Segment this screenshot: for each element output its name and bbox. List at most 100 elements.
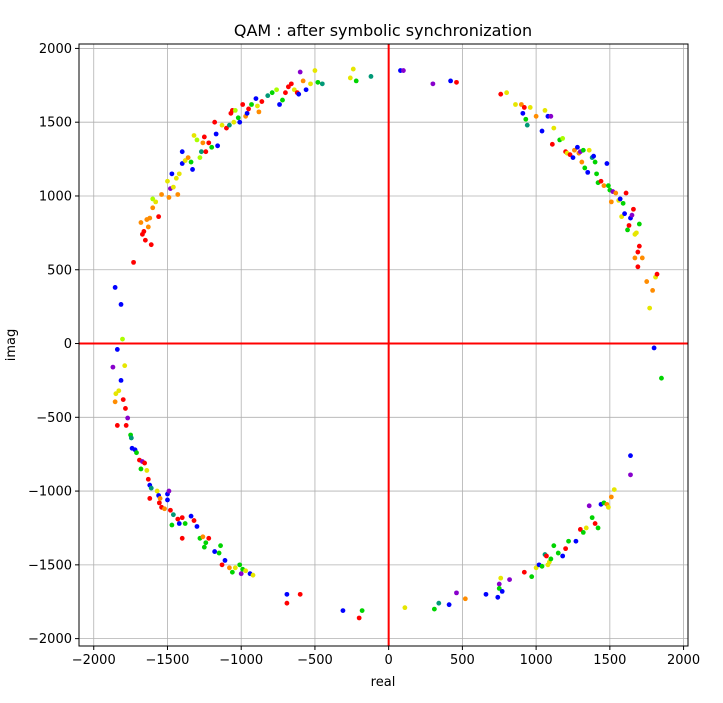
x-tick-label: 500 bbox=[450, 653, 475, 668]
data-point bbox=[507, 577, 512, 583]
data-point bbox=[598, 178, 604, 184]
data-point bbox=[589, 515, 595, 521]
data-point bbox=[586, 147, 592, 153]
data-point bbox=[628, 453, 633, 459]
data-point bbox=[483, 591, 489, 597]
data-point bbox=[156, 500, 162, 506]
data-point bbox=[142, 237, 148, 243]
data-point bbox=[179, 535, 185, 541]
data-point bbox=[608, 494, 614, 500]
data-point bbox=[166, 488, 172, 494]
data-point bbox=[580, 529, 586, 535]
data-point bbox=[238, 571, 244, 577]
data-point bbox=[659, 375, 664, 381]
data-point bbox=[579, 159, 585, 165]
data-points bbox=[110, 66, 664, 621]
data-point bbox=[227, 122, 232, 128]
data-point bbox=[291, 87, 297, 93]
data-point bbox=[595, 525, 601, 531]
data-point bbox=[297, 591, 303, 597]
data-point bbox=[219, 122, 225, 128]
data-point bbox=[188, 513, 194, 519]
y-tick-label: −1500 bbox=[28, 558, 72, 573]
data-point bbox=[549, 141, 555, 147]
data-point bbox=[237, 562, 243, 568]
data-point bbox=[274, 87, 279, 93]
data-point bbox=[218, 543, 223, 549]
data-point bbox=[628, 472, 633, 478]
data-point bbox=[206, 140, 212, 146]
y-tick-label: 2000 bbox=[39, 42, 72, 57]
data-point bbox=[194, 524, 200, 529]
data-point bbox=[114, 347, 120, 352]
data-point bbox=[611, 487, 617, 492]
data-point bbox=[191, 133, 197, 138]
data-point bbox=[498, 91, 504, 97]
data-point bbox=[154, 488, 160, 494]
data-point bbox=[626, 223, 632, 228]
data-point bbox=[601, 183, 607, 189]
data-point bbox=[150, 205, 156, 211]
data-point bbox=[544, 553, 549, 559]
data-point bbox=[179, 515, 185, 521]
data-point bbox=[454, 590, 459, 596]
x-tick-label: −2000 bbox=[72, 653, 116, 668]
data-point bbox=[633, 230, 639, 236]
data-point bbox=[190, 167, 195, 172]
data-point bbox=[654, 271, 660, 277]
data-point bbox=[356, 615, 362, 621]
data-point bbox=[157, 496, 163, 501]
data-point bbox=[216, 550, 222, 556]
data-point bbox=[168, 507, 173, 513]
data-point bbox=[436, 600, 442, 606]
data-point bbox=[159, 192, 164, 197]
data-point bbox=[570, 155, 576, 161]
data-point bbox=[162, 506, 167, 512]
data-point bbox=[368, 74, 374, 79]
y-tick-label: 1500 bbox=[39, 116, 72, 131]
data-point bbox=[134, 450, 139, 456]
data-point bbox=[182, 521, 188, 526]
plot-frame bbox=[78, 43, 689, 647]
data-point bbox=[594, 171, 599, 177]
data-point bbox=[632, 255, 638, 261]
data-point bbox=[148, 485, 154, 491]
data-point bbox=[284, 600, 290, 606]
data-point bbox=[110, 364, 116, 370]
data-point bbox=[496, 581, 502, 587]
data-point bbox=[622, 211, 627, 217]
x-tick-label: 0 bbox=[385, 653, 393, 668]
data-point bbox=[142, 460, 148, 466]
data-point bbox=[169, 171, 175, 177]
data-point bbox=[185, 155, 191, 161]
data-point bbox=[283, 90, 288, 96]
data-point bbox=[353, 78, 359, 84]
data-point bbox=[212, 119, 218, 125]
data-point bbox=[592, 521, 598, 526]
data-point bbox=[296, 91, 302, 97]
data-point bbox=[513, 102, 518, 107]
x-axis-label: real bbox=[371, 675, 396, 690]
data-point bbox=[123, 406, 128, 411]
data-point bbox=[586, 503, 592, 509]
data-point bbox=[563, 546, 569, 552]
data-point bbox=[153, 199, 159, 205]
data-point bbox=[227, 565, 232, 571]
x-tick-label: −500 bbox=[297, 653, 333, 668]
data-point bbox=[520, 110, 526, 116]
data-point bbox=[112, 399, 118, 405]
data-point bbox=[170, 184, 176, 190]
data-point bbox=[303, 87, 309, 93]
data-point bbox=[259, 99, 265, 104]
reference-lines bbox=[79, 44, 688, 646]
data-point bbox=[229, 569, 235, 575]
data-point bbox=[518, 102, 524, 107]
data-point bbox=[277, 102, 282, 107]
data-point bbox=[243, 568, 249, 574]
data-point bbox=[246, 106, 251, 112]
y-tick-label: −1000 bbox=[28, 485, 72, 500]
data-point bbox=[572, 147, 577, 153]
data-point bbox=[312, 68, 318, 73]
